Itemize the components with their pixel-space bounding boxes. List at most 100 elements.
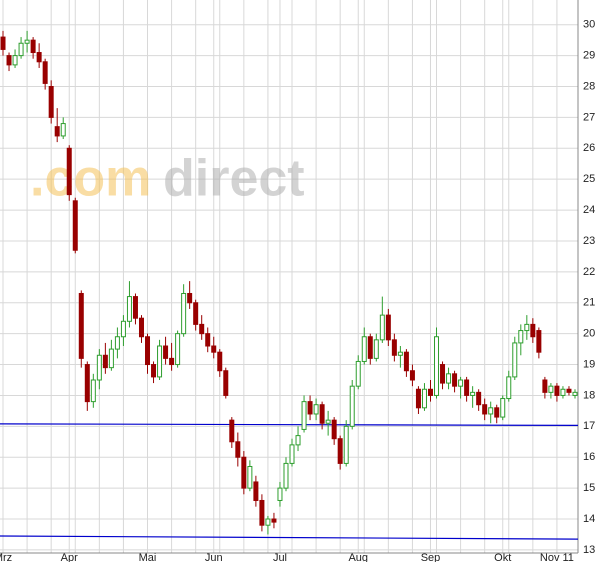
candle-body (169, 357, 175, 366)
candle-body (157, 345, 163, 378)
candle-body (24, 39, 30, 44)
candle-body (247, 465, 253, 489)
y-tick-label: 23 (583, 235, 595, 247)
y-tick-label: 21 (583, 297, 595, 309)
candle-body (385, 314, 391, 341)
candle-body (163, 345, 169, 359)
candle-body (96, 354, 102, 381)
candle-body (476, 391, 482, 406)
x-tick-label: Okt (494, 552, 511, 562)
candle-body (518, 330, 524, 344)
candle-body (72, 200, 78, 251)
candle-body (289, 444, 295, 464)
candle-body (108, 348, 114, 369)
candle-body (361, 336, 367, 362)
watermark-prefix: .com (30, 150, 151, 208)
candle-body (78, 292, 84, 359)
x-tick-label: Nov 11 (540, 552, 574, 562)
candle-body (193, 302, 199, 325)
candle-body (42, 61, 48, 84)
candle-body (512, 342, 518, 378)
candle-body (48, 86, 54, 118)
candle-body (319, 404, 325, 424)
candle-body (90, 379, 96, 403)
candle-body (36, 52, 42, 63)
x-tick-label: Jun (205, 552, 223, 562)
candle-body (409, 370, 415, 381)
candle-body (506, 376, 512, 400)
candle-body (548, 385, 554, 393)
candle-body (301, 401, 307, 430)
candle-body (482, 404, 488, 415)
candle-body (271, 518, 277, 523)
y-tick-label: 19 (583, 358, 595, 370)
candle-body (500, 398, 506, 418)
candle-body (12, 55, 18, 66)
candle-body (536, 330, 542, 353)
candle-body (488, 407, 494, 415)
candle-body (175, 333, 181, 366)
candle-body (313, 404, 319, 415)
y-tick-label: 28 (583, 80, 595, 92)
candle-body (295, 435, 301, 446)
candle-body (102, 354, 108, 369)
candle-body (18, 42, 24, 57)
candle-body (54, 126, 60, 137)
candle-body (277, 487, 283, 501)
candle-body (524, 323, 530, 332)
x-tick-label: Jul (273, 552, 287, 562)
candle-body (120, 320, 126, 338)
y-tick-label: 13 (583, 544, 595, 556)
candle-body (307, 401, 313, 415)
candle-body (6, 55, 12, 66)
x-tick-label: Aug (348, 552, 368, 562)
candle-body (494, 407, 500, 418)
candle-body (560, 388, 566, 396)
candle-body (0, 36, 6, 50)
candle-body (138, 317, 144, 338)
grid (0, 0, 578, 553)
y-tick-label: 25 (583, 173, 595, 185)
candle-body (181, 292, 187, 335)
trend-line (0, 535, 579, 540)
y-tick-label: 14 (583, 513, 595, 525)
candle-body (283, 462, 289, 489)
candle-body (205, 333, 211, 347)
candle-body (114, 336, 120, 350)
candle-body (145, 336, 151, 366)
candle-body (343, 425, 349, 464)
candle-body (542, 379, 548, 393)
candle-body (530, 323, 536, 338)
x-tick-label: Sep (421, 552, 441, 562)
candle-body (434, 336, 440, 396)
candle-body (452, 373, 458, 387)
y-tick-label: 29 (583, 50, 595, 62)
candle-body (367, 336, 373, 359)
candle-body (379, 314, 385, 341)
candle-body (355, 360, 361, 387)
trend-line (0, 423, 579, 427)
candle-body (331, 419, 337, 440)
candle-body (325, 419, 331, 424)
candle-body (132, 296, 138, 319)
candle-body (253, 481, 259, 501)
y-tick-label: 20 (583, 328, 595, 340)
y-tick-label: 15 (583, 482, 595, 494)
candle-body (458, 379, 464, 387)
candle-body (470, 391, 476, 396)
candle-body (223, 370, 229, 396)
candle-body (421, 388, 427, 409)
candle-body (415, 388, 421, 409)
candle-body (151, 364, 157, 378)
candle-body (403, 351, 409, 372)
watermark-suffix: direct (163, 150, 305, 208)
candle-body (30, 39, 36, 54)
candle-body (199, 323, 205, 335)
y-tick-label: 22 (583, 266, 595, 278)
candle-body (464, 379, 470, 396)
y-tick-label: 18 (583, 389, 595, 401)
candle-body (427, 388, 433, 396)
candle-body (554, 385, 560, 396)
candle-body (349, 385, 355, 427)
candle-body (440, 364, 446, 384)
